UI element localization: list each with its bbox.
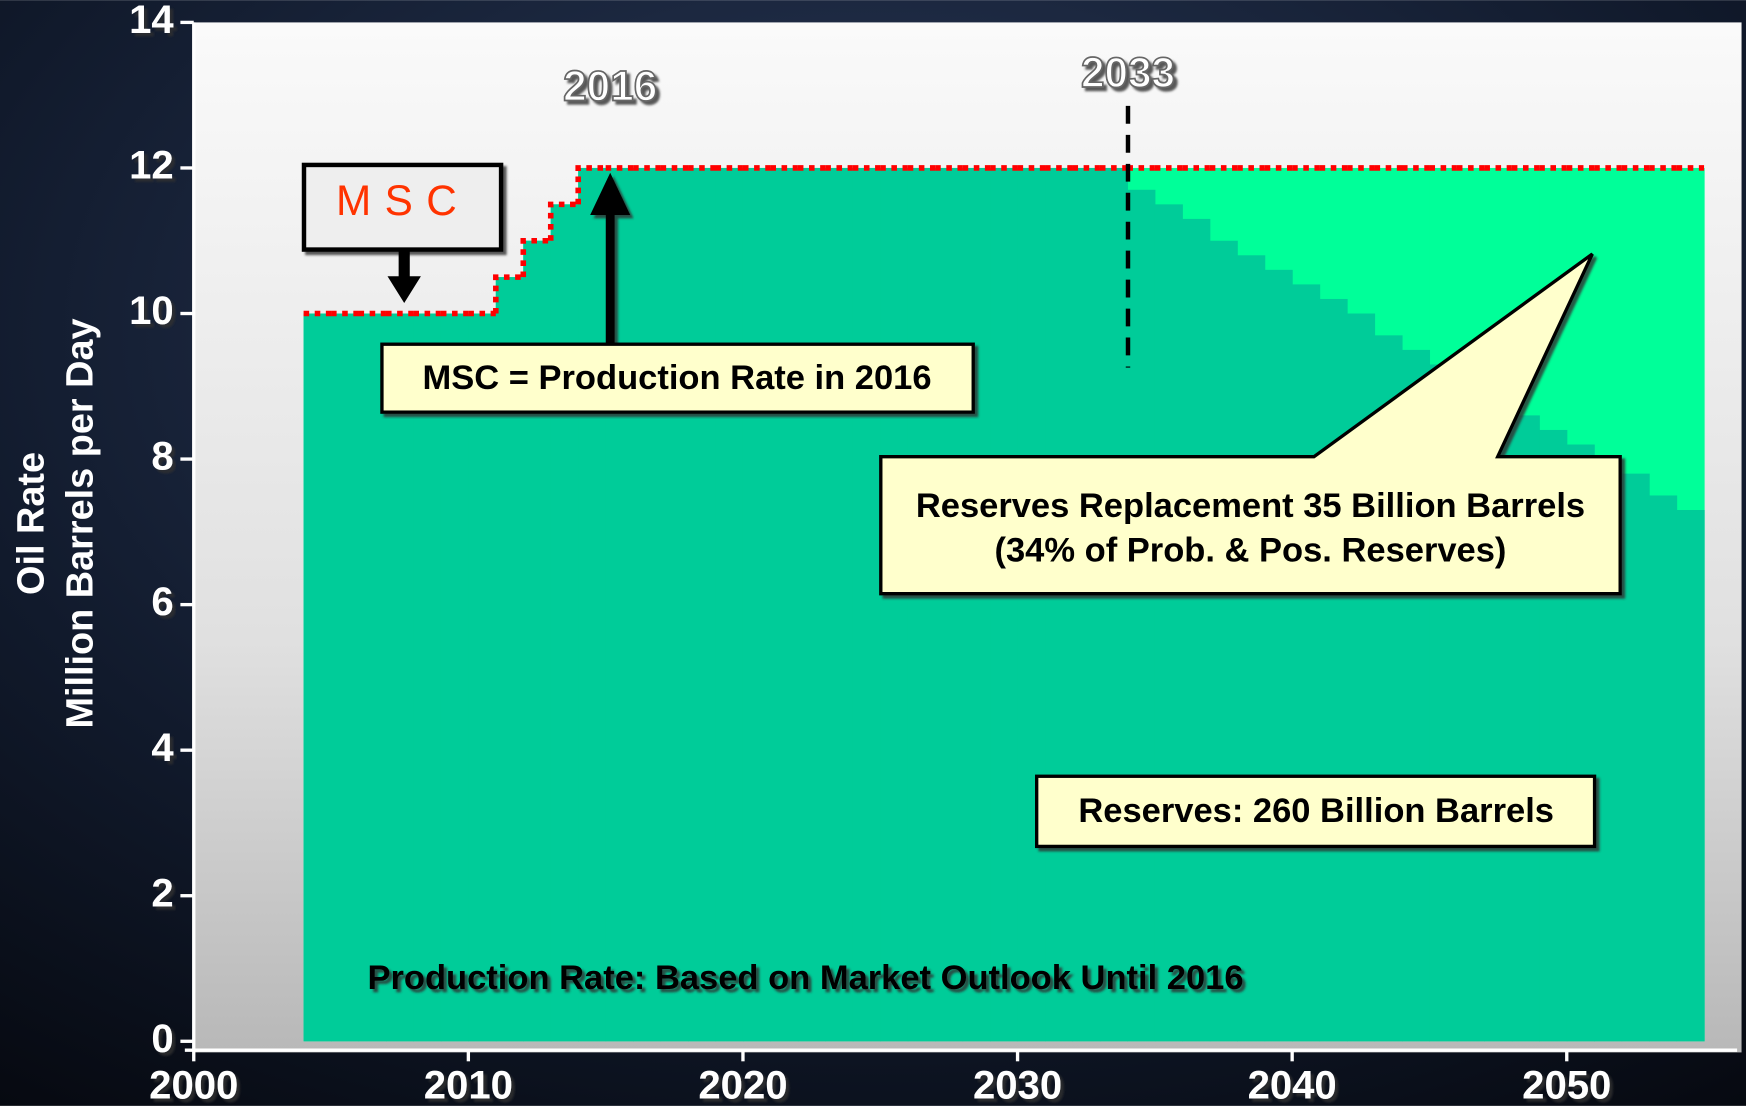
area-step	[468, 314, 496, 1042]
area-step	[1155, 204, 1183, 1041]
y-tick-label: 8	[151, 435, 173, 479]
y-tick-label: 4	[151, 726, 174, 770]
year-label: 2016	[563, 62, 657, 109]
x-tick-label: 2000	[149, 1064, 238, 1106]
area-step	[1045, 168, 1073, 1041]
area-step	[633, 168, 661, 1041]
area-step	[770, 168, 798, 1041]
area-step	[1320, 299, 1348, 1041]
x-tick-label: 2050	[1522, 1064, 1611, 1106]
area-step	[825, 168, 853, 1041]
x-tick-label: 2040	[1248, 1064, 1337, 1106]
area-step	[359, 314, 387, 1042]
chart: 0 2 4 6 8 10 12 14 2000 2010 2020 2030 2040 2050 2016…	[0, 0, 1746, 1106]
callout-text: Reserves Replacement 35 Billion Barrels	[916, 487, 1585, 525]
area-step	[1237, 255, 1265, 1041]
area-step	[1265, 270, 1293, 1041]
area-step	[1182, 219, 1210, 1041]
x-tick-label: 2010	[424, 1064, 513, 1106]
x-tick-label: 2020	[698, 1064, 787, 1106]
area-step	[798, 168, 826, 1041]
y-tick-label: 2	[151, 871, 173, 915]
area-step	[935, 168, 963, 1041]
area-step	[880, 168, 908, 1041]
area-step	[1072, 168, 1100, 1041]
area-step	[743, 168, 771, 1041]
area-step	[1018, 168, 1046, 1041]
note-text: Production Rate: Based on Market Outlook…	[367, 959, 1243, 997]
y-tick-label: 6	[151, 580, 173, 624]
y-tick-label: 14	[129, 0, 174, 42]
y-tick-label: 0	[151, 1017, 173, 1061]
area-step	[441, 314, 469, 1042]
area-step	[688, 168, 716, 1041]
msc-label: MSC	[336, 177, 470, 224]
callout-text: MSC = Production Rate in 2016	[423, 359, 932, 397]
area-step	[1292, 284, 1320, 1041]
y-tick-label: 12	[129, 144, 174, 188]
area-step	[304, 314, 332, 1042]
area-step	[551, 204, 579, 1041]
area-step	[1210, 241, 1238, 1042]
area-step	[578, 168, 606, 1041]
y-axis-title: Oil Rate	[10, 452, 52, 595]
area-step	[990, 168, 1018, 1041]
area-step	[1100, 168, 1128, 1041]
callout-text: (34% of Prob. & Pos. Reserves)	[995, 532, 1507, 570]
area-step	[963, 168, 991, 1041]
area-step	[331, 314, 359, 1042]
callout-text: Reserves: 260 Billion Barrels	[1078, 792, 1554, 830]
area-step	[853, 168, 881, 1041]
area-step	[715, 168, 743, 1041]
area-step	[413, 314, 441, 1042]
y-axis-title: Million Barrels per Day	[59, 318, 101, 728]
area-step	[1127, 190, 1155, 1041]
year-label: 2033	[1081, 49, 1175, 96]
area-step	[661, 168, 689, 1041]
area-step	[1622, 474, 1650, 1042]
x-tick-label: 2030	[973, 1064, 1062, 1106]
area-step	[386, 314, 414, 1042]
area-step	[908, 168, 936, 1041]
area-step	[1649, 495, 1677, 1041]
y-tick-label: 10	[129, 289, 174, 333]
area-step	[1677, 510, 1705, 1041]
